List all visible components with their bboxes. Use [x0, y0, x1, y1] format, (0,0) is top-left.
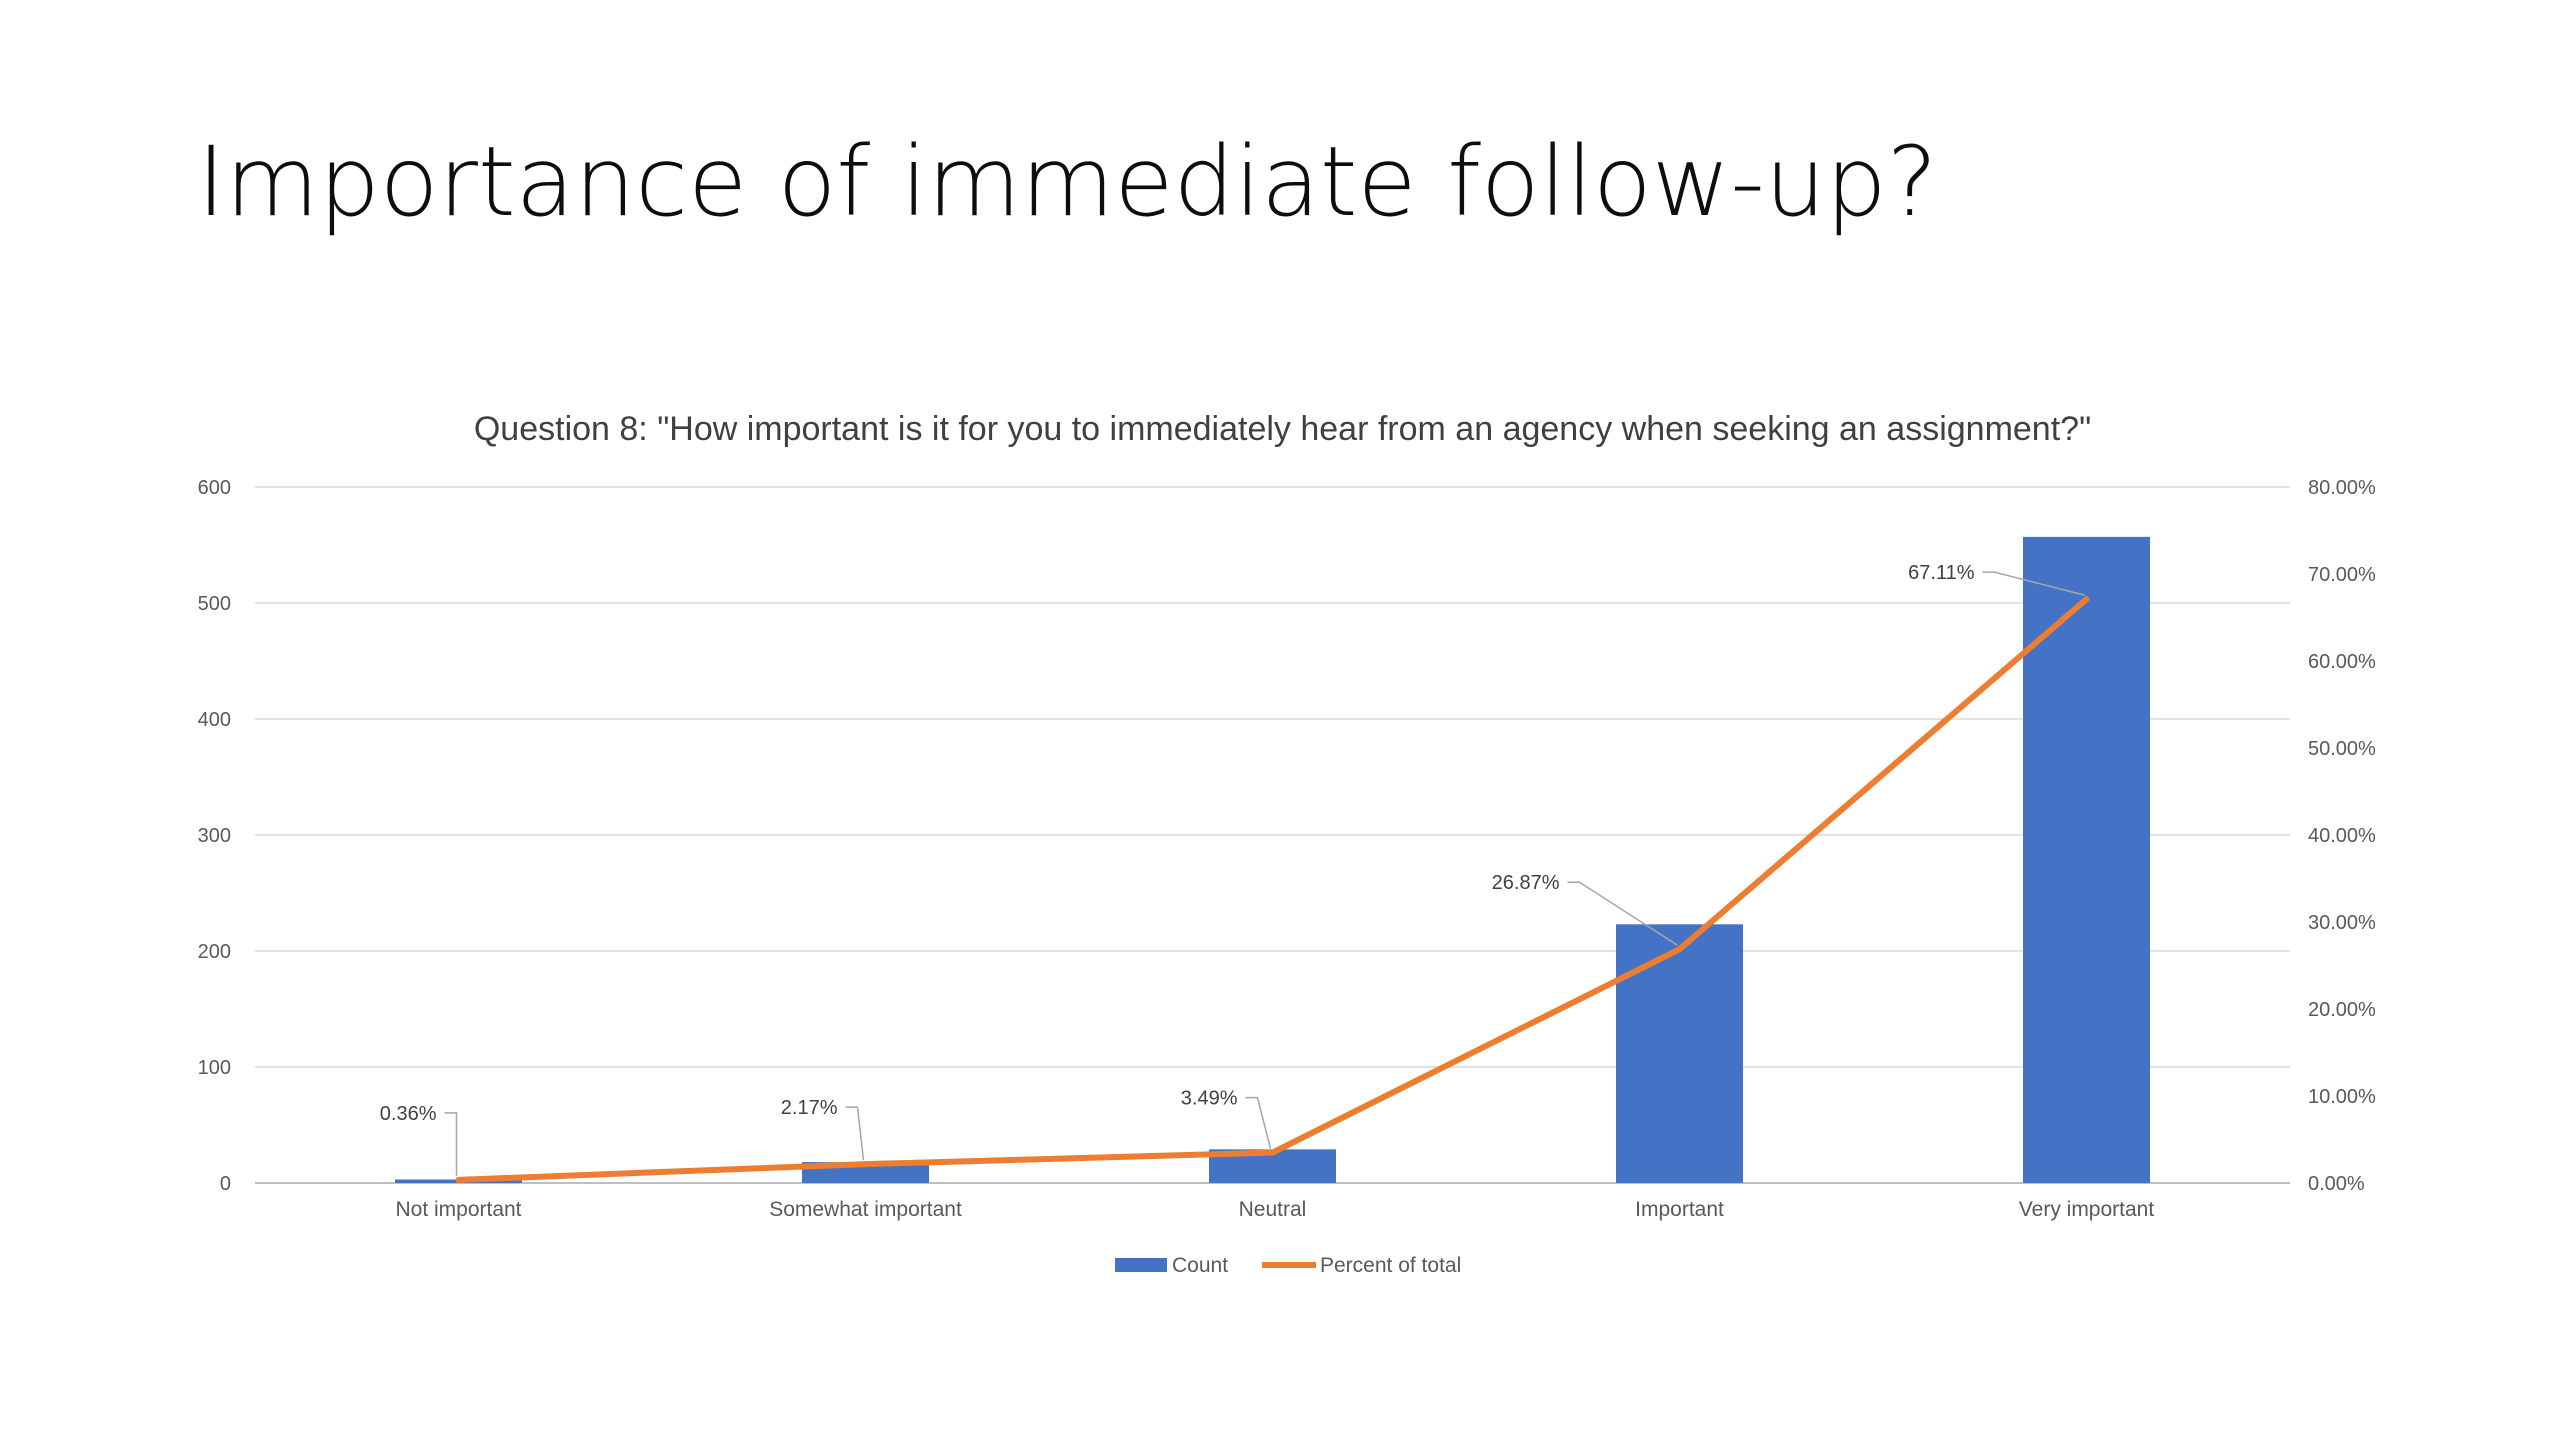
right-axis-tick-label: 20.00%: [2308, 999, 2376, 1021]
category-label: Neutral: [1239, 1198, 1307, 1221]
bar-very-important: [2023, 536, 2150, 1183]
right-axis-tick-label: 60.00%: [2308, 651, 2376, 673]
percent-data-label: 0.36%: [380, 1103, 437, 1125]
left-axis-tick-label: 400: [198, 709, 231, 731]
percent-data-label: 3.49%: [1181, 1088, 1238, 1110]
label-leader-line: [444, 1112, 458, 1176]
category-label: Very important: [2019, 1198, 2155, 1221]
slide-title: Importance of immediate follow-up?: [197, 126, 1938, 238]
right-axis-tick-label: 80.00%: [2308, 477, 2376, 499]
label-leader-line: [1245, 1096, 1272, 1149]
label-leader-line: [1982, 571, 2085, 596]
left-axis-tick-label: 300: [198, 825, 231, 847]
percent-data-label: 2.17%: [781, 1097, 838, 1119]
percent-data-label: 26.87%: [1492, 872, 1560, 894]
left-axis-tick-label: 200: [198, 941, 231, 963]
percent-data-label: 67.11%: [1908, 562, 1975, 584]
left-axis-tick-label: 0: [220, 1173, 231, 1195]
right-axis-tick-label: 50.00%: [2308, 738, 2376, 760]
percent-line: [455, 596, 2090, 1183]
label-leader-line: [845, 1106, 865, 1161]
right-axis-tick-label: 30.00%: [2308, 912, 2376, 934]
left-axis-tick-label: 600: [198, 477, 231, 499]
label-leader-line: [1567, 881, 1678, 946]
right-axis-tick-label: 0.00%: [2308, 1173, 2365, 1195]
right-axis-tick-label: 10.00%: [2308, 1086, 2376, 1108]
chart-title: Question 8: "How important is it for you…: [474, 410, 2091, 448]
category-label: Not important: [395, 1198, 521, 1221]
category-label: Somewhat important: [769, 1198, 962, 1221]
legend-count-swatch: [1115, 1258, 1167, 1272]
left-axis-tick-label: 100: [198, 1057, 231, 1079]
category-label: Important: [1635, 1198, 1724, 1221]
legend-count-label: Count: [1172, 1254, 1228, 1277]
bar-important: [1616, 924, 1743, 1183]
left-axis-tick-label: 500: [198, 593, 231, 615]
legend-percent-label: Percent of total: [1320, 1254, 1461, 1277]
right-axis-tick-label: 70.00%: [2308, 564, 2376, 586]
right-axis-tick-label: 40.00%: [2308, 825, 2376, 847]
